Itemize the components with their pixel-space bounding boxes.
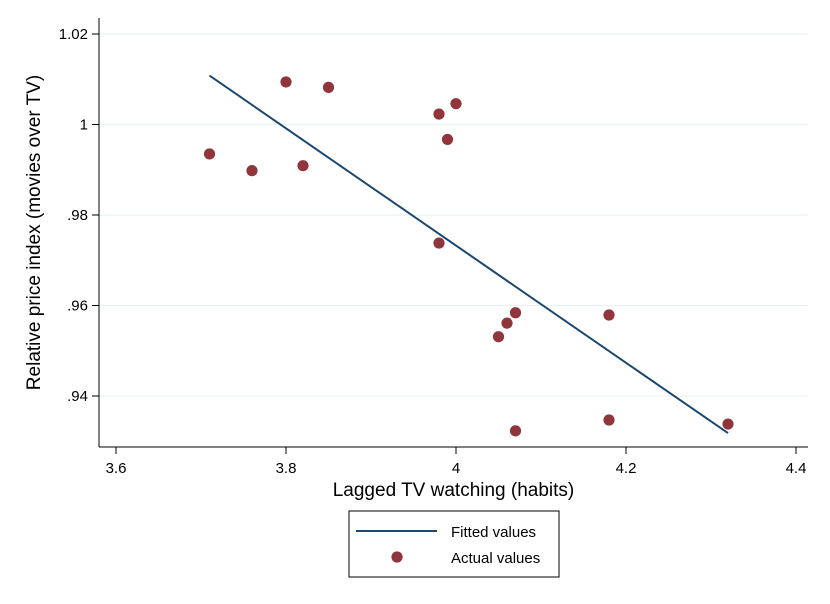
actual-point [433, 108, 445, 120]
y-tick-label-1: .96 [67, 298, 88, 315]
actual-point [246, 165, 258, 177]
y-tick-label-2: .98 [67, 207, 88, 224]
x-tick-label-3: 4.2 [616, 460, 637, 477]
legend: Fitted values Actual values [348, 510, 560, 578]
y-axis-title: Relative price index (movies over TV) [24, 75, 45, 390]
actual-point [441, 133, 454, 146]
actual-point [203, 148, 216, 160]
y-tick-label-4: 1.02 [59, 26, 88, 43]
x-tick-label-2: 4 [452, 460, 460, 477]
legend-actual-label: Actual values [451, 550, 540, 567]
fitted-line [208, 74, 729, 434]
x-tick-label-4: 4.4 [786, 460, 807, 477]
actual-point [603, 309, 615, 321]
actual-series [203, 76, 734, 437]
actual-point [722, 418, 734, 430]
actual-point [501, 317, 513, 329]
fitted-series [208, 74, 729, 434]
legend-fitted-label: Fitted values [451, 524, 536, 541]
legend-actual-key [391, 551, 403, 563]
actual-point [509, 425, 522, 437]
actual-point [603, 414, 615, 426]
y-tick-label-0: .94 [67, 388, 88, 405]
actual-point [509, 307, 522, 319]
actual-point [492, 331, 505, 343]
actual-point [322, 81, 335, 93]
axes [98, 18, 808, 448]
x-tick-label-0: 3.6 [106, 460, 127, 477]
gridlines [99, 33, 808, 397]
actual-point [297, 160, 309, 172]
axis-ticks: .94 .96 .98 1 1.02 3.6 3.8 4 4.2 4.4 [59, 26, 807, 477]
x-tick-label-1: 3.8 [276, 460, 297, 477]
actual-point [433, 237, 445, 249]
y-tick-label-3: 1 [80, 117, 88, 134]
legend-box [348, 510, 560, 578]
x-axis-title: Lagged TV watching (habits) [333, 480, 575, 501]
actual-point [450, 98, 462, 110]
actual-point [280, 76, 292, 88]
